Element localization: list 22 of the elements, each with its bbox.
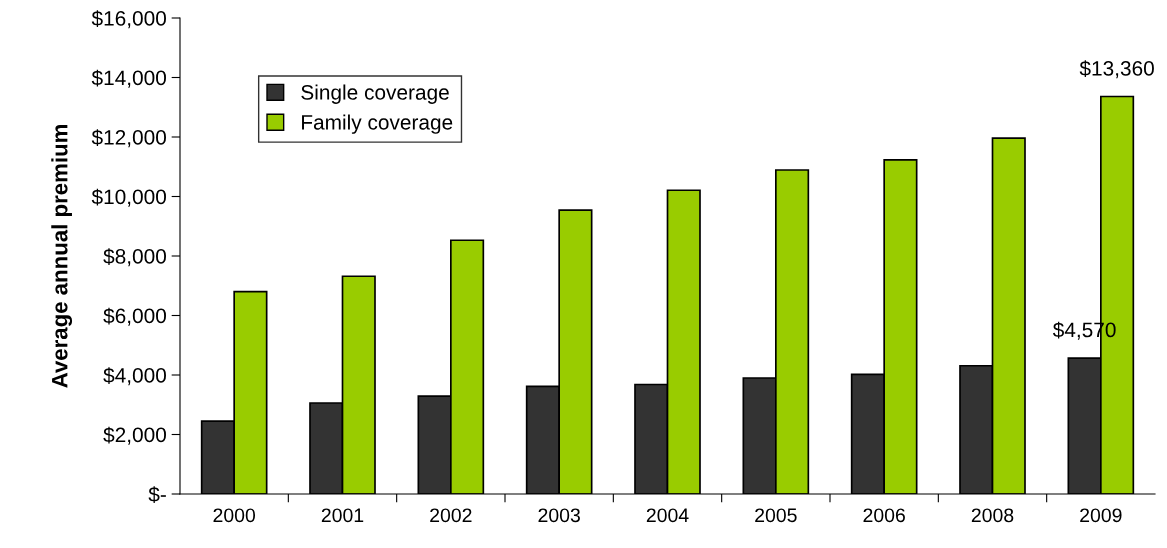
data-label: $13,360 (1079, 60, 1154, 79)
x-tick-label: 2004 (646, 508, 689, 523)
legend-label: Single coverage (301, 84, 449, 104)
y-tick-label: $6,000 (103, 307, 166, 326)
y-tick-label: $- (148, 486, 166, 503)
y-tick-label: $12,000 (91, 129, 166, 148)
legend-label: Family coverage (302, 114, 453, 134)
x-tick-label: 2009 (1080, 508, 1122, 523)
x-tick-label: 2001 (321, 508, 364, 523)
y-tick-label: $16,000 (91, 10, 166, 29)
x-tick-label: 2003 (538, 508, 580, 523)
x-tick-label: 2008 (971, 508, 1014, 523)
y-tick-label: $8,000 (103, 248, 166, 267)
y-tick-label: $2,000 (103, 426, 166, 445)
x-tick-label: 2002 (430, 508, 472, 523)
x-tick-label: 2000 (213, 508, 256, 523)
y-axis-title: Average annual premium (51, 125, 73, 388)
x-tick-label: 2005 (755, 508, 797, 523)
x-tick-label: 2006 (863, 508, 905, 523)
y-tick-label: $4,000 (103, 367, 166, 386)
y-tick-label: $14,000 (91, 69, 166, 88)
y-tick-label: $10,000 (91, 188, 166, 207)
